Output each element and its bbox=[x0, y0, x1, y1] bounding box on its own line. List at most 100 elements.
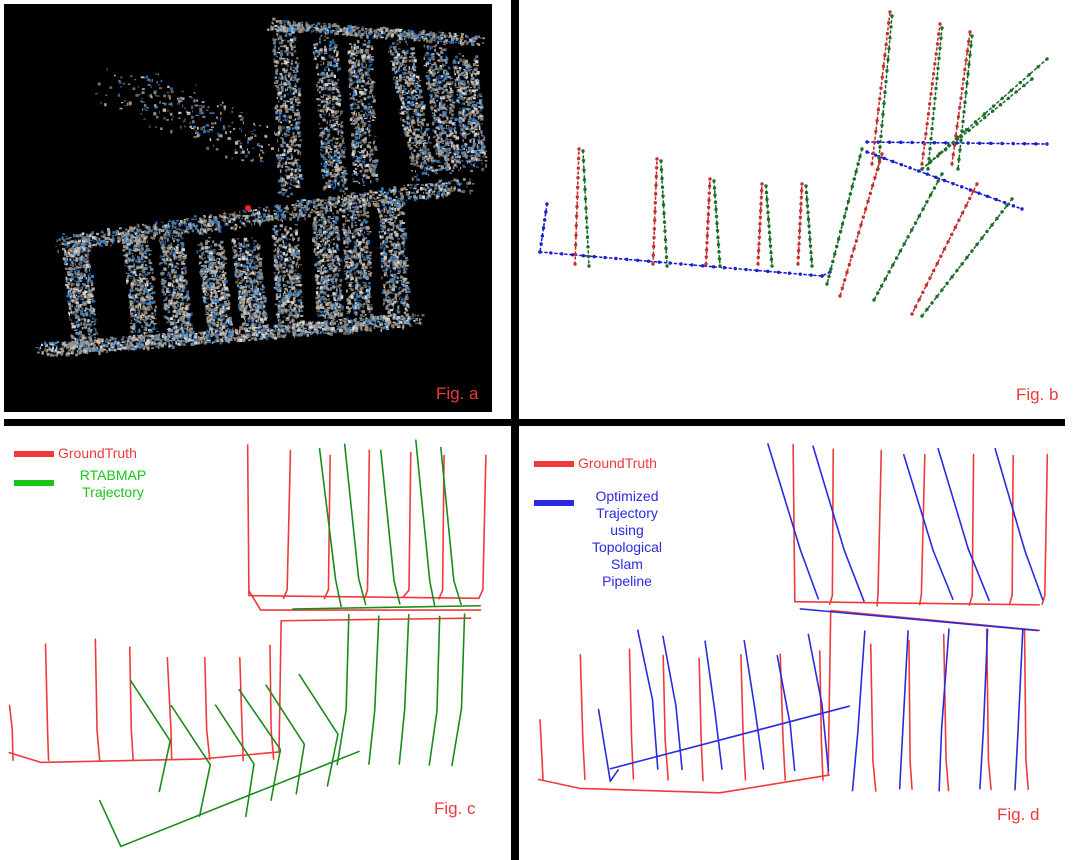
pose-graph-aisle-up-2-node-3 bbox=[705, 241, 709, 245]
pose-graph-aisle-down-2-node-0 bbox=[712, 179, 716, 183]
pose-graph-diagonal-1-node-17 bbox=[840, 286, 845, 290]
pose-graph-aisle-down-4-node-2 bbox=[805, 197, 809, 202]
pose-graph-upper-corridor-node-14 bbox=[985, 194, 990, 199]
pose-graph-diagonal-1-node-9 bbox=[859, 223, 863, 227]
pose-graph-aisle-down-1-node-2 bbox=[660, 176, 664, 181]
pose-graph-lower-corridor-node-12 bbox=[668, 261, 672, 265]
opt-lower-aisle-6 bbox=[807, 633, 830, 772]
pose-graph-diagonal-2-node-15 bbox=[883, 277, 888, 281]
pose-graph-upper-down-0-node-0 bbox=[890, 14, 894, 18]
pose-graph-aisle-down-3-node-3 bbox=[765, 204, 770, 208]
pose-graph-top-corridor-node-11 bbox=[989, 141, 993, 146]
pose-graph-lower-corridor bbox=[539, 251, 831, 277]
pose-graph-lower-corridor-node-3 bbox=[570, 253, 575, 257]
pose-graph-diagonal-4-node-8 bbox=[970, 249, 974, 253]
pose-graph-left-stub-node-1 bbox=[544, 210, 548, 214]
vertical-divider bbox=[511, 0, 519, 860]
pose-graph-diagonal-2-node-2 bbox=[932, 186, 937, 190]
pose-graph-aisle-down-1-node-12 bbox=[665, 264, 669, 268]
pose-graph-diag-0-node-12 bbox=[1027, 73, 1031, 77]
pose-graph-aisle-up-2-node-6 bbox=[706, 219, 710, 224]
pose-graph-diagonal-3-node-14 bbox=[924, 283, 929, 287]
gt-d-lower-aisle-1 bbox=[579, 654, 586, 780]
pose-graph-upper-up-2-node-0 bbox=[950, 162, 954, 166]
opt-mid-corridor bbox=[799, 608, 1039, 632]
point-cloud-aisle-8 bbox=[377, 192, 411, 319]
pose-graph-diagonal-3-node-15 bbox=[921, 290, 925, 295]
pose-graph-upper-up-2-node-8 bbox=[960, 86, 964, 91]
pose-graph-top-corridor-node-13 bbox=[1011, 141, 1015, 146]
pose-graph-lower-corridor-node-14 bbox=[690, 263, 694, 267]
pose-graph-diagonal-0-node-18 bbox=[825, 282, 829, 286]
pose-graph-aisle-up-2-node-5 bbox=[705, 226, 710, 231]
pose-graph-aisle-down-3-node-9 bbox=[768, 244, 773, 248]
pose-graph-upper-up-0-node-3 bbox=[874, 129, 878, 134]
pose-graph-upper-up-0-node-2 bbox=[872, 140, 877, 144]
pose-graph-aisle-down-4-node-8 bbox=[808, 237, 812, 242]
pose-graph-aisle-up-2-node-7 bbox=[706, 212, 711, 217]
pose-graph-aisle-down-2-node-3 bbox=[713, 200, 718, 204]
pose-graph-aisle-down-1-node-6 bbox=[662, 211, 666, 216]
pose-graph-aisle-down-1-node-11 bbox=[664, 255, 669, 259]
pose-graph-diagonal-4-node-6 bbox=[980, 236, 984, 240]
pose-graph-aisle-down-4-node-1 bbox=[804, 190, 809, 195]
pose-graph-aisle-up-0-node-0 bbox=[573, 262, 577, 266]
pose-graph-diagonal-2-node-10 bbox=[902, 242, 906, 246]
pose-graph-aisle-down-0-node-12 bbox=[587, 264, 591, 268]
pose-graph-upper-down-2-node-6 bbox=[964, 91, 968, 95]
opt-lower-right-aisle-3 bbox=[979, 628, 989, 790]
pose-graph-aisle-up-4-node-6 bbox=[798, 222, 802, 226]
pose-graph-diagonal-3-node-17 bbox=[913, 305, 918, 309]
pose-graph-top-corridor-node-0 bbox=[865, 140, 869, 144]
point-cloud-aisle-0 bbox=[61, 233, 99, 352]
pose-graph-aisle-up-0-node-8 bbox=[575, 185, 580, 190]
legend-label-optimized: Optimized Trajectory using Topological S… bbox=[572, 488, 682, 590]
pose-graph-upper-up-1-node-12 bbox=[935, 42, 940, 46]
pose-graph-aisle-up-4-node-3 bbox=[797, 242, 801, 246]
opt-lower-right-aisle-1 bbox=[898, 630, 909, 790]
pose-graph-lower-corridor-node-18 bbox=[733, 266, 737, 271]
pose-graph-diag-1-node-8 bbox=[983, 115, 987, 120]
pose-graph-diag-1-node-0 bbox=[920, 167, 924, 171]
pose-graph-diagonal-2-node-18 bbox=[872, 298, 876, 302]
gt-d-upper-aisle-0 bbox=[828, 448, 835, 605]
pose-graph-diagonal-1-node-2 bbox=[875, 168, 880, 172]
rtab-upper-aisle-2 bbox=[379, 449, 401, 605]
pose-graph-diagonal-4-node-16 bbox=[930, 301, 934, 305]
pose-graph-diagonal-4-node-17 bbox=[925, 307, 929, 312]
pose-graph-upper-up-1-node-4 bbox=[925, 122, 929, 126]
gt-upper-aisle-4 bbox=[438, 454, 445, 600]
pose-graph-diagonal-2-node-8 bbox=[910, 228, 914, 232]
pose-graph-upper-down-2-node-1 bbox=[969, 43, 973, 48]
pose-graph-upper-corridor-node-9 bbox=[942, 178, 947, 183]
pose-graph-aisle-down-4-node-6 bbox=[807, 224, 811, 228]
point-cloud-aisle-4 bbox=[231, 237, 269, 332]
legend-label-rtabmap-line2: Trajectory bbox=[82, 484, 144, 500]
pose-graph-aisle-up-2-node-0 bbox=[704, 262, 708, 266]
pose-graph-diagonal-0-node-13 bbox=[835, 244, 839, 249]
pose-graph-top-corridor-node-8 bbox=[955, 141, 959, 145]
pose-graph-aisle-up-1-node-4 bbox=[652, 227, 657, 231]
pose-graph-diagonal-1-node-7 bbox=[863, 207, 868, 211]
pose-graph-aisle-down-1-node-4 bbox=[661, 194, 665, 198]
pose-graph-upper-down-0-node-1 bbox=[889, 25, 893, 29]
gt-lower-aisle-7 bbox=[269, 644, 275, 760]
pose-graph-aisle-down-0-node-1 bbox=[581, 158, 586, 163]
pose-graph-diagonal-0-node-8 bbox=[844, 207, 849, 211]
pose-graph-diagonal-2-node-11 bbox=[898, 249, 903, 253]
pose-graph-aisle-down-2-node-7 bbox=[715, 228, 720, 233]
pose-graph-diagonal-2-node-14 bbox=[887, 270, 891, 274]
pose-graph-diag-1-node-14 bbox=[1030, 77, 1034, 81]
opt-lower-right-aisle-2 bbox=[938, 628, 950, 792]
pose-graph-aisle-up-2-node-12 bbox=[708, 177, 712, 181]
gt-d-upper-aisle-2 bbox=[918, 453, 926, 606]
pose-graph-aisle-down-1-node-3 bbox=[660, 185, 665, 189]
pose-graph-upper-up-1-node-5 bbox=[926, 112, 931, 116]
pose-graph-diagonal-2-node-0 bbox=[940, 172, 944, 176]
pose-graph-upper-down-0-node-2 bbox=[888, 36, 892, 40]
pose-graph-lower-corridor-node-27 bbox=[820, 274, 824, 278]
pose-graph-aisle-up-2-node-11 bbox=[707, 184, 712, 188]
pose-graph-aisle-up-4-node-1 bbox=[796, 255, 801, 260]
rtab-lower-aisle-4 bbox=[265, 684, 306, 795]
gt-d-lower-right-aisle-2 bbox=[942, 633, 950, 792]
